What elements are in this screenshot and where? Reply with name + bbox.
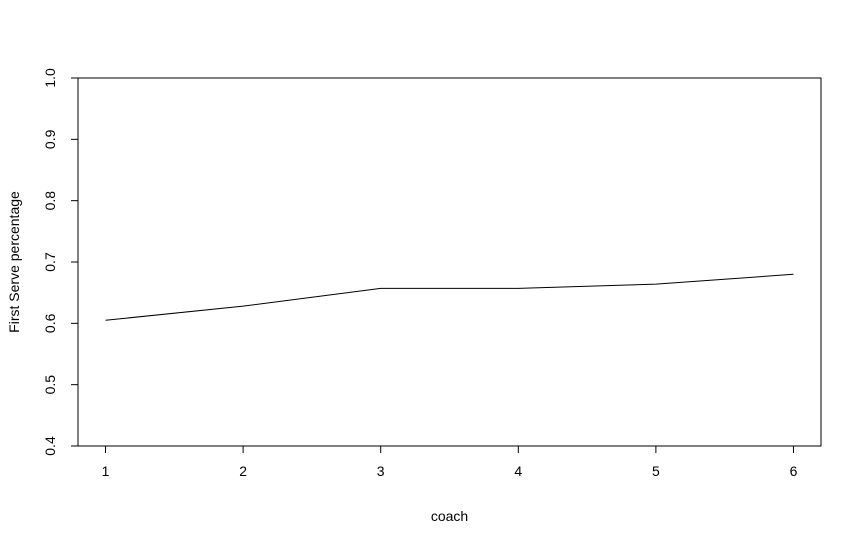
x-axis-title: coach <box>431 508 468 524</box>
x-tick-label: 6 <box>790 463 798 479</box>
y-tick-label: 0.8 <box>42 191 58 211</box>
plot-frame <box>77 77 822 447</box>
x-axis: 1 2 3 4 5 6 <box>102 445 798 479</box>
y-tick-label: 0.7 <box>42 252 58 272</box>
y-tick-label: 1.0 <box>42 68 58 88</box>
y-tick-label: 0.9 <box>42 129 58 149</box>
x-tick-label: 3 <box>377 463 385 479</box>
y-axis: 0.4 0.5 0.6 0.7 0.8 0.9 1.0 <box>42 68 79 456</box>
y-tick-label: 0.5 <box>42 375 58 395</box>
x-tick-label: 4 <box>514 463 522 479</box>
x-tick-label: 5 <box>652 463 660 479</box>
y-tick-label: 0.6 <box>42 313 58 333</box>
series-line <box>105 273 794 321</box>
x-tick-label: 2 <box>239 463 247 479</box>
y-tick-label: 0.4 <box>42 436 58 456</box>
x-tick-label: 1 <box>102 463 110 479</box>
y-axis-title: First Serve percentage <box>6 191 22 333</box>
